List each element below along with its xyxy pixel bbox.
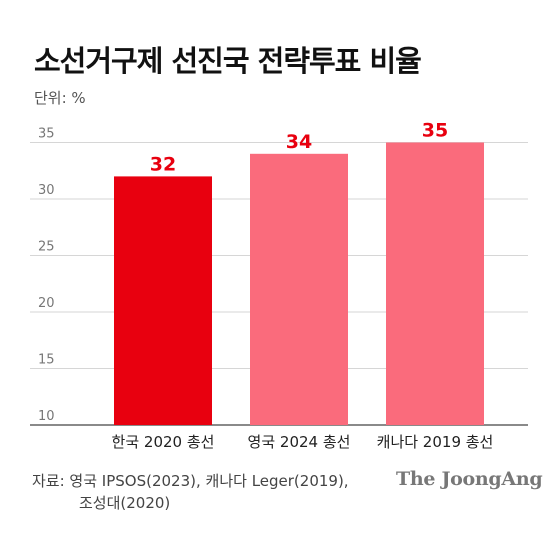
bar-data-label: 35 [422, 120, 448, 142]
publisher-logo: The JoongAng [396, 468, 543, 490]
bar [114, 176, 212, 425]
x-tick-label: 캐나다 2019 총선 [377, 433, 494, 451]
x-tick-label: 한국 2020 총선 [112, 433, 215, 451]
bar-data-label: 32 [150, 153, 176, 175]
unit-label: 단위: % [34, 89, 86, 107]
bar-chart: 10 15 20 25 30 35 32 한국 2020 총선 34 영국 2024 총선 35 캐나… [30, 120, 528, 451]
y-tick-label: 15 [38, 353, 55, 368]
chart-title: 소선거구제 선진국 전략투표 비율 [34, 44, 422, 78]
bar [250, 153, 348, 426]
y-tick-label: 10 [38, 409, 55, 424]
y-tick-label: 30 [38, 183, 55, 198]
bar-data-label: 34 [286, 131, 312, 153]
source-note: 자료: 영국 IPSOS(2023), 캐나다 Leger(2019), 조성대… [32, 470, 392, 514]
source-line-1: 자료: 영국 IPSOS(2023), 캐나다 Leger(2019), [32, 472, 349, 490]
y-tick-label: 20 [38, 296, 55, 311]
source-line-2: 조성대(2020) [79, 494, 171, 512]
y-tick-label: 35 [38, 127, 55, 142]
y-tick-label: 25 [38, 240, 55, 255]
bar [386, 142, 484, 425]
x-tick-label: 영국 2024 총선 [248, 433, 351, 451]
